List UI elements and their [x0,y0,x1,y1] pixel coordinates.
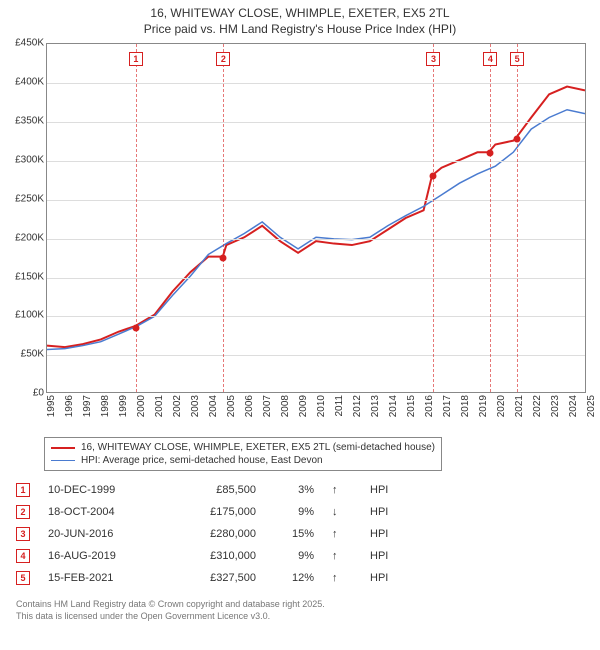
y-tick-label: £450K [15,38,44,49]
plot-area: 1 2 3 45 [46,43,586,393]
x-tick-label: 2019 [478,395,489,417]
event-marker-icon: 3 [16,527,30,541]
x-tick-label: 2018 [460,395,471,417]
x-tick-label: 2001 [154,395,165,417]
x-tick-label: 2021 [514,395,525,417]
x-tick-label: 2025 [586,395,597,417]
y-tick-label: £100K [15,310,44,321]
marker-dot-3 [430,173,437,180]
y-tick-label: £250K [15,193,44,204]
x-tick-label: 2000 [136,395,147,417]
marker-dot-5 [514,136,521,143]
x-tick-label: 2003 [190,395,201,417]
x-tick-label: 2004 [208,395,219,417]
y-tick-label: £400K [15,77,44,88]
marker-dot-1 [132,324,139,331]
x-tick-label: 2007 [262,395,273,417]
chart-title: 16, WHITEWAY CLOSE, WHIMPLE, EXETER, EX5… [8,6,592,37]
x-tick-label: 2014 [388,395,399,417]
attribution: Contains HM Land Registry data © Crown c… [16,599,592,622]
x-tick-label: 1997 [82,395,93,417]
y-axis: £0£50K£100K£150K£200K£250K£300K£350K£400… [8,43,46,393]
legend: 16, WHITEWAY CLOSE, WHIMPLE, EXETER, EX5… [44,437,442,471]
x-tick-label: 1995 [46,395,57,417]
marker-box-3: 3 [426,52,440,66]
event-row: 218-OCT-2004£175,0009%↓HPI [16,501,592,523]
x-tick-label: 2006 [244,395,255,417]
series-hpi [47,110,585,350]
marker-box-1: 1 [129,52,143,66]
legend-item: HPI: Average price, semi-detached house,… [51,454,435,467]
event-row: 515-FEB-2021£327,50012%↑HPI [16,567,592,589]
x-tick-label: 2022 [532,395,543,417]
x-tick-label: 2012 [352,395,363,417]
x-tick-label: 2005 [226,395,237,417]
marker-box-2: 2 [216,52,230,66]
x-tick-label: 1998 [100,395,111,417]
y-tick-label: £350K [15,115,44,126]
events-table: 110-DEC-1999£85,5003%↑HPI218-OCT-2004£17… [16,479,592,589]
marker-box-5: 5 [510,52,524,66]
x-tick-label: 2009 [298,395,309,417]
x-tick-label: 2011 [334,395,345,417]
event-row: 416-AUG-2019£310,0009%↑HPI [16,545,592,567]
x-tick-label: 2024 [568,395,579,417]
y-tick-label: £150K [15,271,44,282]
event-marker-icon: 1 [16,483,30,497]
y-tick-label: £200K [15,232,44,243]
event-row: 320-JUN-2016£280,00015%↑HPI [16,523,592,545]
marker-dot-4 [487,150,494,157]
x-tick-label: 2013 [370,395,381,417]
chart-area: £0 £50K £100K £150K £200K £250K £300K £350K £400… [8,43,592,433]
x-tick-label: 2016 [424,395,435,417]
event-marker-icon: 2 [16,505,30,519]
marker-dot-2 [220,255,227,262]
legend-item: 16, WHITEWAY CLOSE, WHIMPLE, EXETER, EX5… [51,441,435,454]
x-tick-label: 2010 [316,395,327,417]
x-tick-label: 2008 [280,395,291,417]
x-tick-label: 1996 [64,395,75,417]
y-tick-label: £50K [21,349,44,360]
x-tick-label: 2020 [496,395,507,417]
event-row: 110-DEC-1999£85,5003%↑HPI [16,479,592,501]
event-marker-icon: 4 [16,549,30,563]
x-tick-label: 2017 [442,395,453,417]
y-tick-label: £300K [15,154,44,165]
x-tick-label: 1999 [118,395,129,417]
event-marker-icon: 5 [16,571,30,585]
series-subject [47,87,585,348]
y-tick-label: £0 [33,388,44,399]
marker-box-4: 4 [483,52,497,66]
x-tick-label: 2023 [550,395,561,417]
x-tick-label: 2015 [406,395,417,417]
x-tick-label: 2002 [172,395,183,417]
x-axis: 1995 1996 1997 1998 1999 2000 2001 2002 2003 2004… [46,393,586,433]
